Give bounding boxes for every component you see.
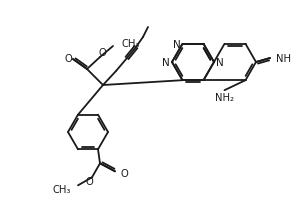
Text: O: O [85,176,93,186]
Text: O: O [98,48,106,58]
Text: O: O [120,169,128,178]
Text: CH₃: CH₃ [121,39,140,49]
Text: O: O [64,54,72,64]
Text: NH: NH [276,54,291,64]
Text: CH₃: CH₃ [53,184,71,194]
Text: N: N [162,58,170,68]
Text: N: N [173,40,181,50]
Text: N: N [216,58,224,68]
Text: NH₂: NH₂ [215,93,234,103]
